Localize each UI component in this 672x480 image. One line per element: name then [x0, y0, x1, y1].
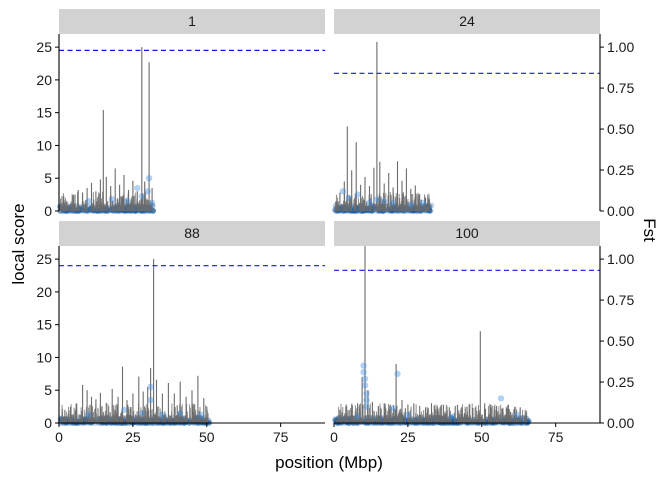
x-tick-label: 75: [273, 429, 289, 445]
y-tick-label: 25: [36, 251, 52, 267]
x-tick-label: 25: [400, 429, 416, 445]
y-tick-label: 15: [36, 317, 52, 333]
y-tick-label: 20: [36, 72, 52, 88]
fst-point: [361, 382, 369, 389]
fst-point: [85, 198, 92, 205]
fst-point: [394, 370, 401, 377]
fst-point: [404, 411, 412, 418]
y2-tick-label: 1.00: [607, 39, 634, 55]
fst-point: [373, 196, 381, 203]
panel-strip-label: 24: [459, 13, 475, 29]
panel-88: 88: [57, 221, 325, 426]
fst-point: [360, 369, 367, 376]
y-tick-label: 10: [36, 349, 52, 365]
fst-point: [389, 199, 397, 206]
fst-dense-point: [84, 208, 91, 214]
fst-dense-point: [428, 202, 435, 209]
panels-layer: 1 24 88 100: [57, 9, 600, 426]
fst-point: [381, 198, 388, 205]
fst-point: [134, 184, 141, 192]
y2-tick-label: 0.75: [607, 80, 634, 96]
panel-strip: [334, 9, 600, 34]
fst-point: [363, 396, 370, 404]
y2-tick-label: 0.00: [607, 415, 634, 431]
fst-point: [197, 411, 205, 418]
y2-tick-label: 0.50: [607, 121, 634, 137]
x-tick-label: 50: [474, 429, 490, 445]
fst-point: [345, 194, 352, 202]
panel-24: 24: [332, 9, 600, 214]
fst-point: [361, 375, 369, 382]
panel-strip-label: 1: [188, 13, 196, 29]
fst-point: [363, 403, 370, 410]
fst-point: [147, 396, 154, 404]
y-tick-label: 5: [44, 382, 52, 398]
fst-dense-point: [150, 208, 156, 214]
y-tick-label: 25: [36, 39, 52, 55]
panel-strip: [59, 9, 325, 34]
panel-strip: [59, 221, 325, 246]
y-tick-label: 10: [36, 137, 52, 153]
y2-tick-label: 1.00: [607, 251, 634, 267]
y2-tick-label: 0.25: [607, 162, 634, 178]
fst-point: [366, 199, 373, 206]
y2-axis-title: Fst: [640, 218, 659, 242]
x-tick-label: 75: [548, 429, 564, 445]
fst-point: [360, 362, 367, 369]
fst-point: [177, 410, 184, 417]
panel-strip-label: 100: [455, 225, 479, 241]
y-tick-label: 20: [36, 284, 52, 300]
fst-point: [363, 390, 370, 397]
y2-tick-label: 0.00: [607, 203, 634, 219]
x-tick-label: 25: [125, 429, 141, 445]
panel-strip: [334, 221, 600, 246]
fst-point: [514, 411, 521, 418]
x-axis-title: position (Mbp): [275, 453, 383, 472]
fst-point: [354, 413, 361, 420]
fst-point: [85, 411, 92, 418]
y-axis-title: local score: [9, 203, 28, 284]
fst-point: [339, 188, 347, 195]
fst-point: [407, 201, 414, 208]
fst-point: [145, 175, 153, 182]
y-tick-label: 0: [44, 415, 52, 431]
y-tick-label: 5: [44, 170, 52, 186]
y2-tick-label: 0.75: [607, 292, 634, 308]
y-tick-label: 15: [36, 105, 52, 121]
fst-point: [120, 406, 128, 414]
x-tick-label: 50: [199, 429, 215, 445]
fst-point: [148, 199, 156, 206]
fst-point: [123, 198, 131, 205]
panel-1: 1: [57, 9, 325, 214]
fst-dense-point: [526, 418, 532, 424]
fst-point: [138, 193, 145, 200]
fst-point: [144, 188, 151, 195]
fst-point: [419, 199, 426, 206]
fst-point: [147, 383, 154, 391]
fst-dense-point: [525, 417, 532, 424]
axes-layer: 0 5 10 15 20 25 0.00 0.25 0.50 0.75 1.00 0 5 10 15 20 25…: [36, 34, 634, 445]
fst-point: [109, 196, 116, 203]
fst-point: [159, 411, 166, 418]
y2-tick-label: 0.50: [607, 333, 634, 349]
fst-point: [449, 413, 456, 420]
fst-point: [354, 191, 361, 198]
x-tick-label: 0: [55, 429, 63, 445]
x-tick-label: 0: [330, 429, 338, 445]
panel-100: 100: [332, 221, 600, 426]
fst-point: [138, 410, 145, 417]
fst-point: [497, 395, 505, 402]
panel-strip-label: 88: [184, 225, 200, 241]
y-tick-label: 0: [44, 203, 52, 219]
y2-tick-label: 0.25: [607, 374, 634, 390]
fst-point: [389, 405, 397, 412]
